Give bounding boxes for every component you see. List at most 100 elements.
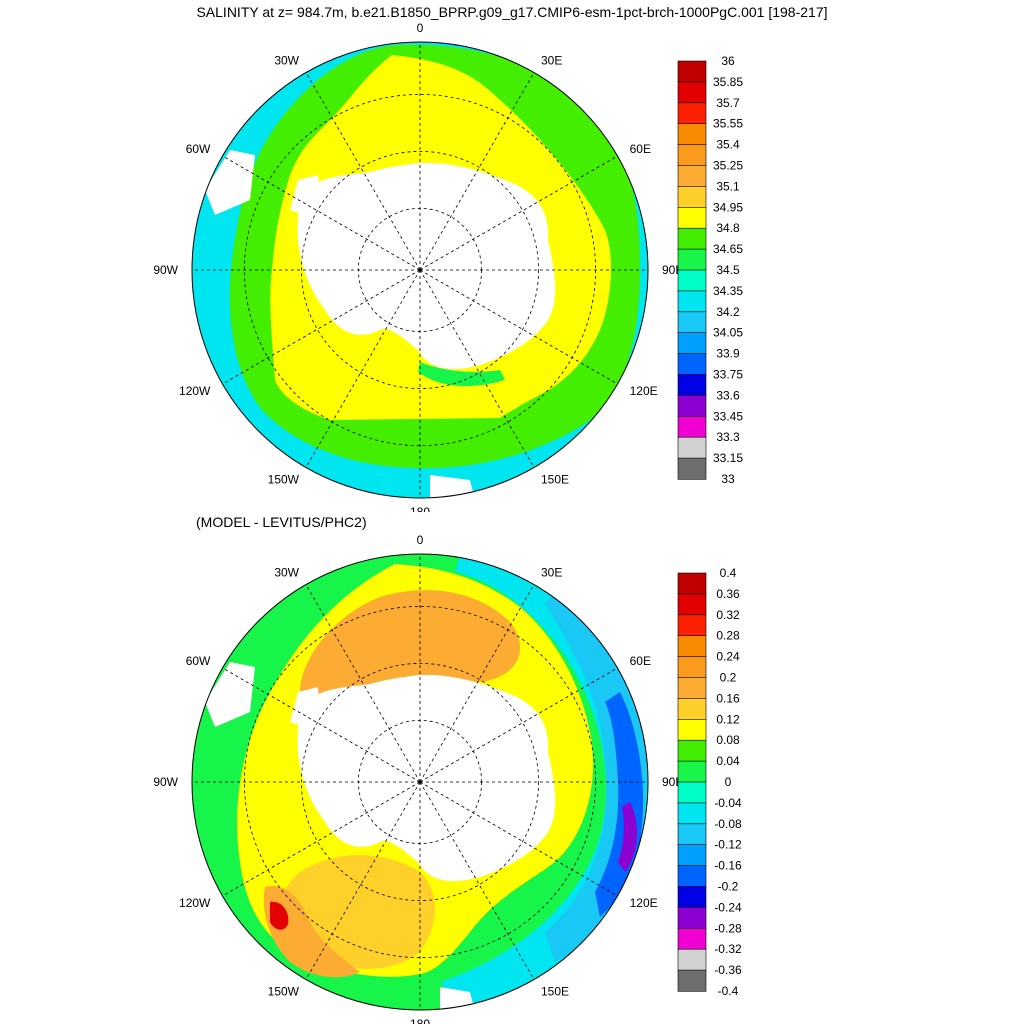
colorbar-swatch: [677, 635, 707, 658]
meridian-line: [222, 781, 421, 897]
meridian-line: [419, 781, 618, 897]
colorbar-label: 34.35: [713, 284, 743, 298]
salinity-field: [192, 42, 648, 498]
meridian-line: [419, 72, 535, 271]
colorbar-swatch: [677, 698, 707, 720]
colorbar-label: -0.24: [714, 900, 742, 914]
colorbar-label: 34.5: [716, 263, 740, 277]
difference-map-panel: 0 30E 60E 90E 120E 150E 180 150W 120W 90W 60W 30W 0…: [0, 512, 1024, 1024]
colorbar-swatch: [677, 614, 707, 637]
colorbar-swatch: [677, 60, 707, 83]
colorbar-swatch: [677, 186, 707, 208]
colorbar-label: 0.4: [720, 566, 737, 580]
longitude-label: 60E: [630, 654, 651, 668]
colorbar-label: -0.04: [714, 796, 742, 810]
colorbar-label: -0.12: [714, 838, 742, 852]
parallel-circle: [243, 605, 597, 959]
salinity-map-panel: 0 30E 60E 90E 120E 150E 180 150W 120W 90W 60W 30W 3…: [153, 21, 743, 512]
longitude-label: 150W: [268, 985, 300, 999]
longitude-label: 180: [410, 505, 430, 512]
colorbar-swatch: [677, 677, 707, 700]
colorbar-label: -0.2: [718, 880, 739, 894]
colorbar-label: 34.8: [716, 221, 740, 235]
colorbar-swatch: [677, 332, 707, 355]
colorbar-label: 34.95: [713, 200, 743, 214]
colorbar-swatch: [677, 457, 707, 480]
colorbar-label: 33: [721, 472, 735, 486]
colorbar-swatch: [677, 739, 707, 762]
colorbar-swatch: [677, 969, 707, 992]
colorbar-swatch: [677, 760, 707, 783]
colorbar-swatch: [677, 353, 707, 376]
meridian-line: [222, 667, 421, 783]
colorbar-swatch: [677, 844, 707, 867]
colorbar-label: 0.28: [716, 629, 740, 643]
colorbar-swatch: [677, 207, 707, 229]
colorbar-label: 34.05: [713, 326, 743, 340]
colorbar-swatch: [677, 593, 707, 616]
longitude-label: 150E: [541, 473, 569, 487]
difference-colorbar: 0.4 0.36 0.32 0.28 0.24 0.2 0.16 0.12 0.08 0.04 0 -…: [677, 566, 742, 998]
parallel-circle: [300, 662, 539, 901]
colorbar-label: 0.2: [720, 671, 737, 685]
longitude-label: 150E: [541, 985, 569, 999]
meridian-line: [305, 72, 421, 271]
longitude-label: 150W: [268, 473, 300, 487]
colorbar-swatch: [677, 144, 707, 167]
colorbar-label: 35.85: [713, 75, 743, 89]
longitude-label: 60W: [186, 654, 211, 668]
longitude-label: 30E: [541, 565, 562, 579]
longitude-label: 120E: [630, 384, 658, 398]
meridian-line: [419, 584, 535, 783]
colorbar-swatch: [677, 572, 707, 595]
colorbar-label: 33.75: [713, 368, 743, 382]
colorbar-swatch: [677, 311, 707, 334]
colorbar-swatch: [677, 165, 707, 188]
salinity-colorbar: 36 35.85 35.7 35.55 35.4 35.25 35.1 34.95 34.8 34…: [677, 54, 743, 486]
meridian-line: [222, 155, 421, 271]
colorbar-label: 0.32: [716, 608, 740, 622]
colorbar-label: 34.2: [716, 305, 740, 319]
colorbar-label: 35.1: [716, 179, 740, 193]
colorbar-swatch: [677, 802, 707, 825]
colorbar-label: 0.36: [716, 587, 740, 601]
meridian-line: [305, 584, 421, 783]
longitude-label: 180: [410, 1017, 430, 1024]
colorbar-swatch: [677, 781, 707, 804]
colorbar-label: -0.08: [714, 817, 742, 831]
colorbar-swatch: [677, 656, 707, 679]
colorbar-swatch: [677, 248, 707, 271]
colorbar-label: -0.32: [714, 942, 742, 956]
longitude-label: 120W: [179, 896, 211, 910]
colorbar-swatch: [677, 719, 707, 741]
colorbar-swatch: [677, 927, 707, 950]
colorbar-swatch: [677, 907, 707, 929]
meridian-line: [222, 269, 421, 385]
colorbar-swatch: [677, 415, 707, 438]
colorbar-label: 0.12: [716, 712, 740, 726]
colorbar-swatch: [677, 102, 707, 125]
colorbar-swatch: [677, 123, 707, 146]
parallel-circle: [357, 207, 482, 332]
colorbar-label: 33.9: [716, 347, 740, 361]
longitude-label: 0: [417, 21, 424, 35]
colorbar-label: -0.36: [714, 963, 742, 977]
longitude-label: 90W: [153, 775, 178, 789]
colorbar-label: 0.16: [716, 691, 740, 705]
colorbar-label: 0.04: [716, 754, 740, 768]
colorbar-swatch: [677, 886, 707, 909]
colorbar-label: 35.7: [716, 96, 740, 110]
longitude-label: 120E: [630, 896, 658, 910]
colorbar-swatch: [677, 823, 707, 846]
graticule: [192, 554, 648, 1010]
colorbar-label: 0.24: [716, 650, 740, 664]
colorbar-label: 35.4: [716, 138, 740, 152]
colorbar-swatch: [677, 948, 707, 971]
colorbar-label: 35.25: [713, 159, 743, 173]
colorbar-label: 34.65: [713, 242, 743, 256]
colorbar-swatch: [677, 436, 707, 459]
